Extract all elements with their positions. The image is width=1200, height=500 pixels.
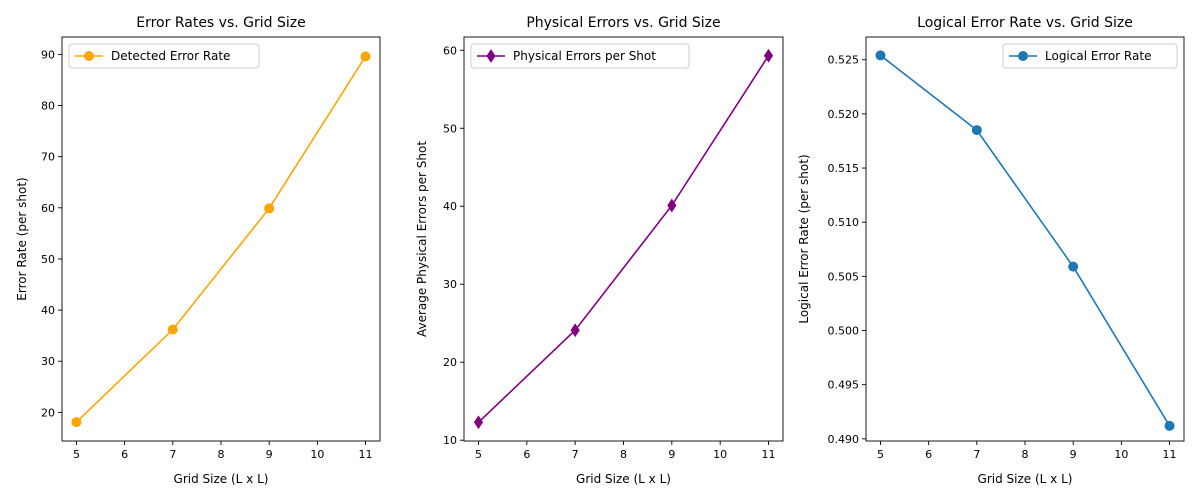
y-tick-label: 0.520 xyxy=(828,108,860,121)
series-line xyxy=(477,55,770,423)
axes-frame xyxy=(463,36,784,442)
y-tick-label: 70 xyxy=(41,151,55,164)
x-tick-label: 7 xyxy=(169,448,176,461)
y-axis-label: Error Rate (per shot) xyxy=(15,177,29,300)
legend-label: Logical Error Rate xyxy=(1045,49,1151,63)
data-point xyxy=(167,324,178,335)
x-tick-label: 10 xyxy=(713,448,727,461)
data-point xyxy=(875,50,886,61)
y-tick-label: 50 xyxy=(443,122,457,135)
y-tick-label: 0.490 xyxy=(828,433,860,446)
legend: Logical Error Rate xyxy=(1002,43,1178,69)
data-point xyxy=(1164,420,1175,431)
axes-frame xyxy=(61,36,381,442)
x-tick-label: 5 xyxy=(475,448,482,461)
y-tick-label: 0.495 xyxy=(828,379,860,392)
chart-panel-logical-error-rate: Logical Error Rate vs. Grid Size 5 6 7 8 9 10 1… xyxy=(797,15,1185,486)
x-tick-label: 8 xyxy=(620,448,627,461)
x-tick-label: 8 xyxy=(1022,448,1029,461)
legend: Physical Errors per Shot xyxy=(470,43,690,69)
x-tick-label: 11 xyxy=(762,448,776,461)
y-tick-label: 30 xyxy=(443,278,457,291)
x-tick-label: 11 xyxy=(359,448,373,461)
x-tick-label: 10 xyxy=(310,448,324,461)
y-tick-label: 80 xyxy=(41,100,55,113)
y-tick-label: 0.510 xyxy=(828,216,860,229)
legend-box xyxy=(470,43,690,69)
y-tick-label: 0.505 xyxy=(828,270,860,283)
y-tick-label: 10 xyxy=(443,434,457,447)
legend: Detected Error Rate xyxy=(68,43,260,69)
y-tick-label: 40 xyxy=(443,200,457,213)
x-tick-label: 6 xyxy=(523,448,530,461)
x-tick-label: 6 xyxy=(121,448,128,461)
x-tick-label: 7 xyxy=(973,448,980,461)
y-tick-label: 30 xyxy=(41,355,55,368)
x-axis-label: Grid Size (L x L) xyxy=(576,472,671,486)
data-point xyxy=(473,415,484,430)
y-axis-label: Average Physical Errors per Shot xyxy=(415,141,429,337)
x-tick-label: 11 xyxy=(1163,448,1177,461)
x-axis-label: Grid Size (L x L) xyxy=(978,472,1073,486)
legend-swatch-marker xyxy=(486,49,496,63)
y-tick-label: 20 xyxy=(443,356,457,369)
x-tick-label: 8 xyxy=(218,448,225,461)
chart-panel-physical-errors: Physical Errors vs. Grid Size 5 6 7 8 9 10 11 10… xyxy=(415,15,784,486)
legend-box xyxy=(68,43,260,69)
y-tick-label: 40 xyxy=(41,304,55,317)
chart-title: Logical Error Rate vs. Grid Size xyxy=(917,15,1133,31)
y-tick-label: 0.500 xyxy=(828,325,860,338)
y-tick-label: 90 xyxy=(41,48,55,61)
x-tick-label: 6 xyxy=(925,448,932,461)
x-tick-label: 5 xyxy=(73,448,80,461)
chart-panel-error-rates: Error Rates vs. Grid Size 5 6 7 8 9 10 11 20 30 40… xyxy=(15,15,381,486)
data-point xyxy=(264,203,275,214)
chart-title: Error Rates vs. Grid Size xyxy=(136,15,305,31)
x-tick-label: 9 xyxy=(266,448,273,461)
y-tick-label: 0.515 xyxy=(828,162,860,175)
x-tick-label: 9 xyxy=(1070,448,1077,461)
x-axis-label: Grid Size (L x L) xyxy=(174,472,269,486)
y-tick-label: 50 xyxy=(41,253,55,266)
legend-label: Physical Errors per Shot xyxy=(513,49,656,63)
x-tick-label: 10 xyxy=(1114,448,1128,461)
data-point xyxy=(360,51,371,62)
legend-swatch-marker xyxy=(1018,51,1028,61)
x-tick-label: 9 xyxy=(668,448,675,461)
x-tick-label: 7 xyxy=(572,448,579,461)
chart-title: Physical Errors vs. Grid Size xyxy=(526,15,720,31)
y-tick-label: 0.525 xyxy=(828,54,860,67)
data-point xyxy=(570,323,580,338)
y-axis-label: Logical Error Rate (per shot) xyxy=(797,154,811,323)
data-point xyxy=(971,125,982,136)
data-point xyxy=(71,417,82,428)
legend-box xyxy=(1002,43,1178,69)
x-tick-label: 5 xyxy=(877,448,884,461)
series-line xyxy=(879,54,1171,427)
y-tick-label: 20 xyxy=(41,406,55,419)
axes-frame xyxy=(865,36,1185,442)
data-point xyxy=(1068,261,1079,272)
legend-swatch-marker xyxy=(84,51,94,61)
y-tick-label: 60 xyxy=(443,44,457,57)
data-point xyxy=(667,198,677,213)
y-tick-label: 60 xyxy=(41,202,55,215)
series-line xyxy=(75,56,367,423)
legend-label: Detected Error Rate xyxy=(111,49,230,63)
data-point xyxy=(763,48,774,63)
